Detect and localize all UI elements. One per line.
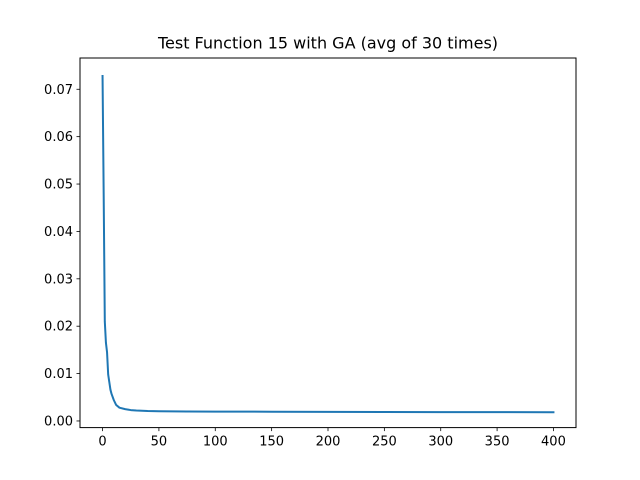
y-tick-label: 0.07 (44, 83, 73, 98)
x-tick-label: 400 (541, 435, 566, 450)
x-tick-label: 0 (98, 435, 106, 450)
y-tick-label: 0.02 (44, 320, 73, 335)
y-tick-label: 0.05 (44, 178, 73, 193)
y-tick-label: 0.04 (44, 225, 73, 240)
x-tick-label: 100 (203, 435, 228, 450)
y-tick-label: 0.03 (44, 272, 73, 287)
x-tick-label: 350 (485, 435, 510, 450)
x-tick-label: 50 (151, 435, 168, 450)
x-tick-label: 250 (372, 435, 397, 450)
series-line (101, 75, 555, 414)
y-tick-label: 0.01 (44, 367, 73, 382)
y-tick-label: 0.00 (44, 414, 73, 429)
x-tick-label: 200 (316, 435, 341, 450)
series-layer (101, 75, 555, 414)
plot-area-frame (79, 57, 577, 429)
x-tick-label: 150 (259, 435, 284, 450)
chart-title: Test Function 15 with GA (avg of 30 time… (157, 34, 498, 53)
y-tick-label: 0.06 (44, 130, 73, 145)
y-axis: 0.00 0.01 0.02 0.03 0.04 0.05 0.06 0.07 (44, 83, 80, 429)
x-axis: 0 50 100 150 200 250 300 350 400 (98, 427, 566, 450)
x-tick-label: 300 (428, 435, 453, 450)
